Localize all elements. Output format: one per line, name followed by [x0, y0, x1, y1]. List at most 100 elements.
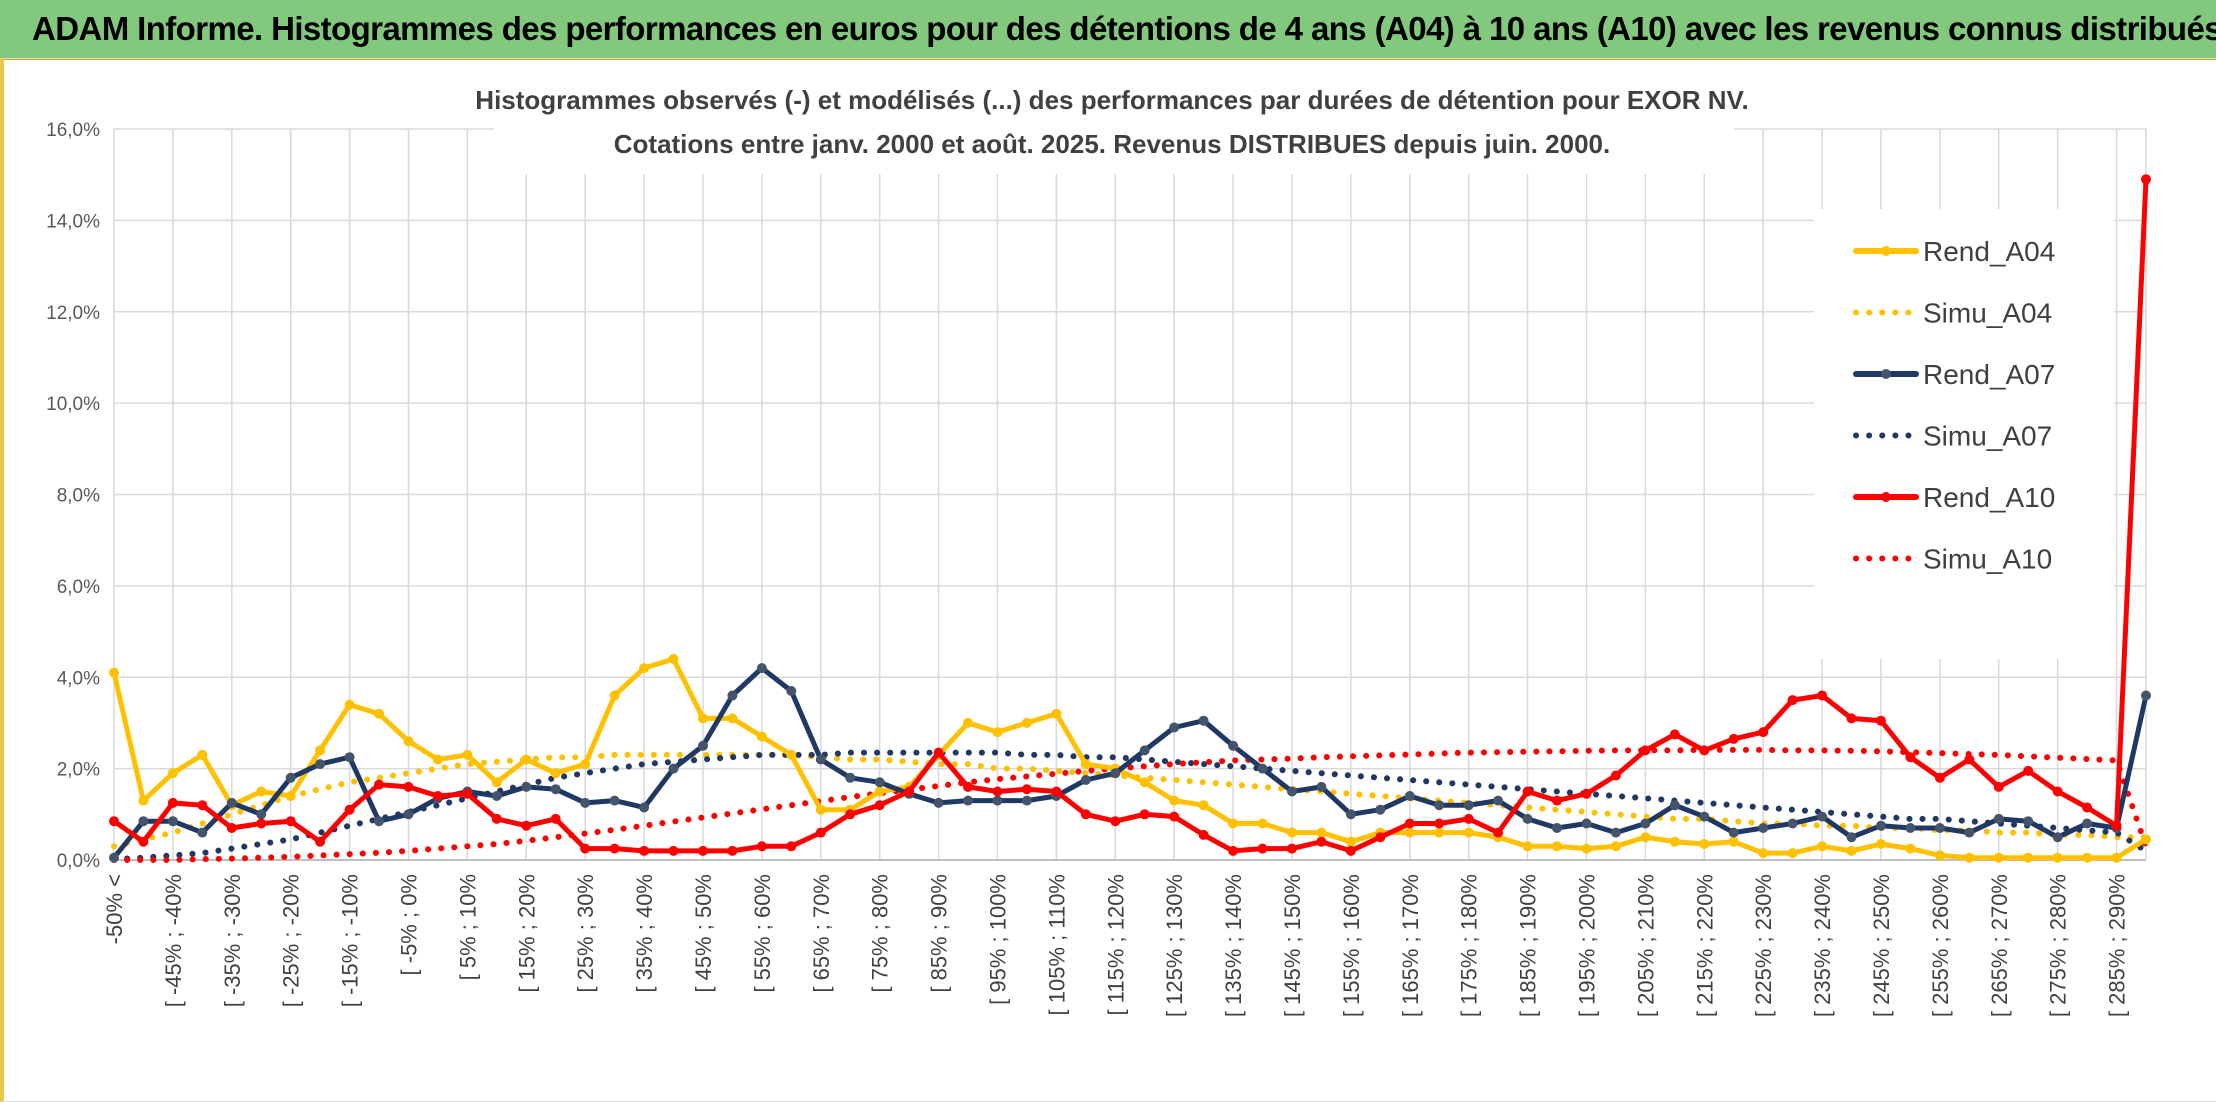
- data-point: [1787, 818, 1798, 829]
- report-title: ADAM Informe. Histogrammes des performan…: [32, 10, 2216, 47]
- data-point: [1817, 690, 1828, 701]
- data-point: [874, 786, 885, 797]
- data-point: [285, 816, 296, 827]
- x-tick-label: [ 35% ; 40%: [632, 874, 657, 993]
- x-tick-label: [ 215% ; 220%: [1692, 874, 1717, 1017]
- data-point: [1993, 852, 2004, 863]
- data-point: [756, 731, 767, 742]
- data-point: [491, 813, 502, 824]
- data-point: [1817, 811, 1828, 822]
- x-tick-label: [ 135% ; 140%: [1221, 874, 1246, 1017]
- data-point: [1228, 740, 1239, 751]
- data-point: [1964, 827, 1975, 838]
- data-point: [1669, 836, 1680, 847]
- legend-background: [1814, 209, 2114, 659]
- x-tick-label: [ 275% ; 280%: [2046, 874, 2071, 1017]
- data-point: [1139, 745, 1150, 756]
- data-point: [992, 786, 1003, 797]
- data-point: [226, 823, 237, 833]
- data-point: [2111, 820, 2122, 831]
- data-point: [1404, 818, 1415, 829]
- x-tick-label: [ 95% ; 100%: [985, 874, 1010, 1005]
- legend: Rend_A04 Simu_A04 Rend_A07 Simu_A07 Rend_A10…: [1853, 236, 2055, 575]
- data-point: [1375, 804, 1386, 815]
- data-point: [2082, 852, 2093, 863]
- x-tick-label: [ 5% ; 10%: [455, 874, 480, 980]
- data-point: [1728, 836, 1739, 847]
- data-point: [1198, 829, 1209, 840]
- data-point: [1316, 836, 1327, 847]
- data-point: [1493, 827, 1504, 838]
- data-point: [1964, 754, 1975, 765]
- data-point: [1876, 820, 1886, 831]
- data-point: [1257, 818, 1268, 829]
- data-point: [1463, 827, 1474, 838]
- data-point: [1728, 827, 1739, 838]
- data-point: [698, 740, 708, 751]
- data-point: [315, 836, 326, 847]
- data-point: [1139, 809, 1150, 820]
- data-point: [550, 813, 561, 824]
- data-point: [138, 795, 149, 806]
- data-point: [138, 836, 149, 847]
- data-point: [1316, 781, 1327, 792]
- x-tick-label: [ 235% ; 240%: [1810, 874, 1835, 1017]
- data-point: [1404, 827, 1415, 838]
- data-point: [1640, 745, 1651, 756]
- data-point: [1817, 841, 1828, 852]
- data-point: [963, 717, 973, 728]
- x-tick-label: [ 65% ; 70%: [809, 874, 834, 993]
- data-point: [256, 786, 267, 797]
- data-point: [815, 804, 826, 815]
- data-point: [2141, 690, 2151, 701]
- x-tick-label: [ 55% ; 60%: [750, 874, 775, 993]
- data-point: [1934, 850, 1945, 861]
- data-point: [109, 667, 119, 678]
- data-point: [727, 713, 738, 724]
- data-point: [992, 727, 1003, 738]
- data-point: [727, 690, 738, 701]
- data-point: [1345, 845, 1356, 856]
- legend-label: Rend_A10: [1923, 482, 2055, 513]
- y-tick-label: 2,0%: [57, 760, 100, 781]
- data-point: [1169, 795, 1180, 806]
- data-point: [845, 809, 856, 820]
- data-point: [580, 759, 591, 770]
- x-tick-label: [ 75% ; 80%: [868, 874, 893, 993]
- data-point: [756, 663, 767, 674]
- data-point: [197, 749, 208, 760]
- data-point: [1846, 832, 1857, 843]
- data-point: [1552, 795, 1562, 806]
- data-point: [1051, 786, 1062, 797]
- data-point: [167, 768, 178, 779]
- data-point: [138, 816, 149, 827]
- data-point: [1993, 813, 2004, 824]
- data-point: [1905, 843, 1916, 854]
- data-point: [432, 791, 443, 801]
- x-tick-label: [ 165% ; 170%: [1398, 874, 1423, 1017]
- data-point: [1257, 843, 1268, 854]
- x-tick-label: [ 125% ; 130%: [1162, 874, 1187, 1017]
- data-point: [1934, 823, 1945, 833]
- legend-label: Simu_A04: [1923, 298, 2052, 329]
- data-point: [344, 699, 355, 710]
- y-tick-label: 12,0%: [46, 303, 100, 324]
- data-point: [2111, 852, 2122, 863]
- data-point: [1375, 832, 1386, 843]
- data-point: [1964, 852, 1975, 863]
- data-point: [403, 736, 414, 747]
- data-point: [374, 779, 384, 790]
- y-tick-label: 4,0%: [57, 668, 100, 689]
- data-point: [1434, 800, 1445, 811]
- data-point: [1758, 727, 1769, 738]
- data-point: [845, 772, 856, 783]
- data-point: [639, 663, 650, 674]
- data-point: [639, 802, 650, 813]
- data-point: [1846, 845, 1857, 856]
- data-point: [609, 795, 620, 806]
- x-tick-label: [ -35% ; -30%: [220, 874, 245, 1007]
- chart-subtitle: Cotations entre janv. 2000 et août. 2025…: [614, 129, 1611, 159]
- data-point: [668, 654, 679, 664]
- legend-label: Rend_A07: [1923, 359, 2055, 390]
- data-point: [1787, 695, 1798, 706]
